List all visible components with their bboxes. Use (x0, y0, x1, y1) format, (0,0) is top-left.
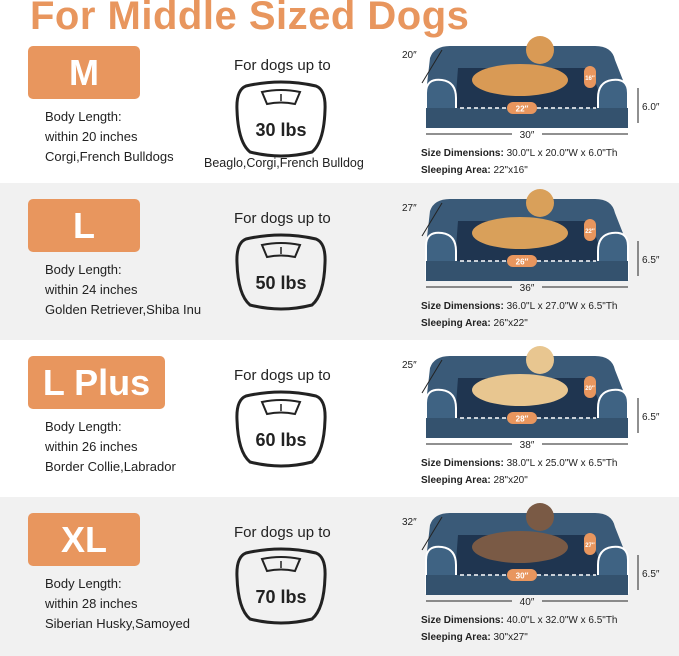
sleep-width-label: 20″ (585, 386, 595, 392)
size-row-l-plus: L Plus Body Length: within 26 inches Bor… (0, 340, 679, 497)
sleep-label: Sleeping Area: (421, 318, 491, 329)
sleep-label: Sleeping Area: (421, 475, 491, 486)
for-dogs-up-to: For dogs up to (234, 367, 331, 384)
height-label: 6.5″ (642, 412, 660, 423)
size-dimensions: Size Dimensions: 38.0"L x 25.0"W x 6.5"T… (421, 458, 617, 469)
max-weight: 30 lbs (255, 120, 307, 140)
breeds: Golden Retriever,Shiba Inu (45, 302, 202, 317)
dog-body (472, 531, 568, 563)
size-badge: XL (28, 513, 140, 566)
body-length-label: Body Length: (45, 109, 122, 124)
height-label: 6.0″ (642, 102, 660, 113)
dog-bed-image: 30″ 27″ 32″ 6.5″ 40″ (402, 503, 660, 608)
sleeping-area: Sleeping Area: 28"x20" (421, 475, 528, 486)
height-label: 6.5″ (642, 569, 660, 580)
dims-label: Size Dimensions: (421, 148, 504, 159)
page-title: For Middle Sized Dogs (30, 0, 470, 38)
max-weight: 70 lbs (255, 587, 307, 607)
body-length-info: Body Length: within 26 inches Border Col… (45, 417, 176, 477)
size-row-m: M Body Length: within 20 inches Corgi,Fr… (0, 30, 679, 183)
sleep-width-label: 27″ (585, 543, 595, 549)
weight-scale-icon (235, 390, 327, 468)
dog-body (472, 374, 568, 406)
body-length-value: within 24 inches (45, 282, 138, 297)
suitable-breeds: Beaglo,Corgi,French Bulldog (204, 156, 364, 170)
sleep-width-label: 16″ (585, 76, 595, 82)
width-label: 20″ (402, 50, 417, 61)
size-row-l: L Body Length: within 24 inches Golden R… (0, 183, 679, 340)
weight-scale-icon (235, 80, 327, 158)
dog-head (526, 346, 554, 374)
sleeping-area: Sleeping Area: 22"x16" (421, 165, 528, 176)
length-label: 40″ (520, 597, 535, 608)
size-dimensions: Size Dimensions: 36.0"L x 27.0"W x 6.5"T… (421, 301, 617, 312)
sleep-length-label: 30″ (516, 572, 529, 581)
body-length-value: within 20 inches (45, 129, 138, 144)
sleep-value: 26"x22" (493, 318, 528, 329)
size-badge: L (28, 199, 140, 252)
sleep-width-label: 22″ (585, 229, 595, 235)
body-length-info: Body Length: within 28 inches Siberian H… (45, 574, 190, 634)
dims-value: 36.0"L x 27.0"W x 6.5"Th (506, 301, 618, 312)
size-dimensions: Size Dimensions: 40.0"L x 32.0"W x 6.5"T… (421, 615, 617, 626)
dims-label: Size Dimensions: (421, 615, 504, 626)
max-weight: 50 lbs (255, 273, 307, 293)
weight-scale-icon (235, 233, 327, 311)
dog-bed-image: 28″ 20″ 25″ 6.5″ 38″ (402, 346, 660, 451)
breeds: Corgi,French Bulldogs (45, 149, 174, 164)
dims-value: 30.0"L x 20.0"W x 6.0"Th (506, 148, 618, 159)
sleep-label: Sleeping Area: (421, 632, 491, 643)
length-label: 30″ (520, 130, 535, 141)
breeds: Border Collie,Labrador (45, 459, 176, 474)
dog-body (472, 217, 568, 249)
weight-scale-icon (235, 547, 327, 625)
sleep-value: 30"x27" (493, 632, 528, 643)
sleep-length-label: 26″ (516, 258, 529, 267)
body-length-value: within 28 inches (45, 596, 138, 611)
height-label: 6.5″ (642, 255, 660, 266)
length-label: 36″ (520, 283, 535, 294)
body-length-info: Body Length: within 20 inches Corgi,Fren… (45, 107, 174, 167)
dims-label: Size Dimensions: (421, 301, 504, 312)
size-row-xl: XL Body Length: within 28 inches Siberia… (0, 497, 679, 656)
body-length-value: within 26 inches (45, 439, 138, 454)
body-length-label: Body Length: (45, 419, 122, 434)
dims-value: 38.0"L x 25.0"W x 6.5"Th (506, 458, 618, 469)
dog-bed-image: 22″ 16″ 20″ 6.0″ 30″ (402, 36, 660, 141)
breeds: Siberian Husky,Samoyed (45, 616, 190, 631)
body-length-label: Body Length: (45, 262, 122, 277)
for-dogs-up-to: For dogs up to (234, 57, 331, 74)
width-label: 25″ (402, 360, 417, 371)
length-label: 38″ (520, 440, 535, 451)
for-dogs-up-to: For dogs up to (234, 210, 331, 227)
dims-value: 40.0"L x 32.0"W x 6.5"Th (506, 615, 618, 626)
sleep-length-label: 22″ (516, 105, 529, 114)
dog-body (472, 64, 568, 96)
width-label: 27″ (402, 203, 417, 214)
width-label: 32″ (402, 517, 417, 528)
dog-bed-image: 26″ 22″ 27″ 6.5″ 36″ (402, 189, 660, 294)
sleep-value: 28"x20" (493, 475, 528, 486)
sleep-length-label: 28″ (516, 415, 529, 424)
sleep-label: Sleeping Area: (421, 165, 491, 176)
dims-label: Size Dimensions: (421, 458, 504, 469)
dog-head (526, 189, 554, 217)
for-dogs-up-to: For dogs up to (234, 524, 331, 541)
size-badge: M (28, 46, 140, 99)
size-dimensions: Size Dimensions: 30.0"L x 20.0"W x 6.0"T… (421, 148, 617, 159)
dog-head (526, 36, 554, 64)
max-weight: 60 lbs (255, 430, 307, 450)
size-badge: L Plus (28, 356, 165, 409)
dog-head (526, 503, 554, 531)
body-length-label: Body Length: (45, 576, 122, 591)
sleeping-area: Sleeping Area: 26"x22" (421, 318, 528, 329)
body-length-info: Body Length: within 24 inches Golden Ret… (45, 260, 201, 320)
sleep-value: 22"x16" (493, 165, 528, 176)
sleeping-area: Sleeping Area: 30"x27" (421, 632, 528, 643)
